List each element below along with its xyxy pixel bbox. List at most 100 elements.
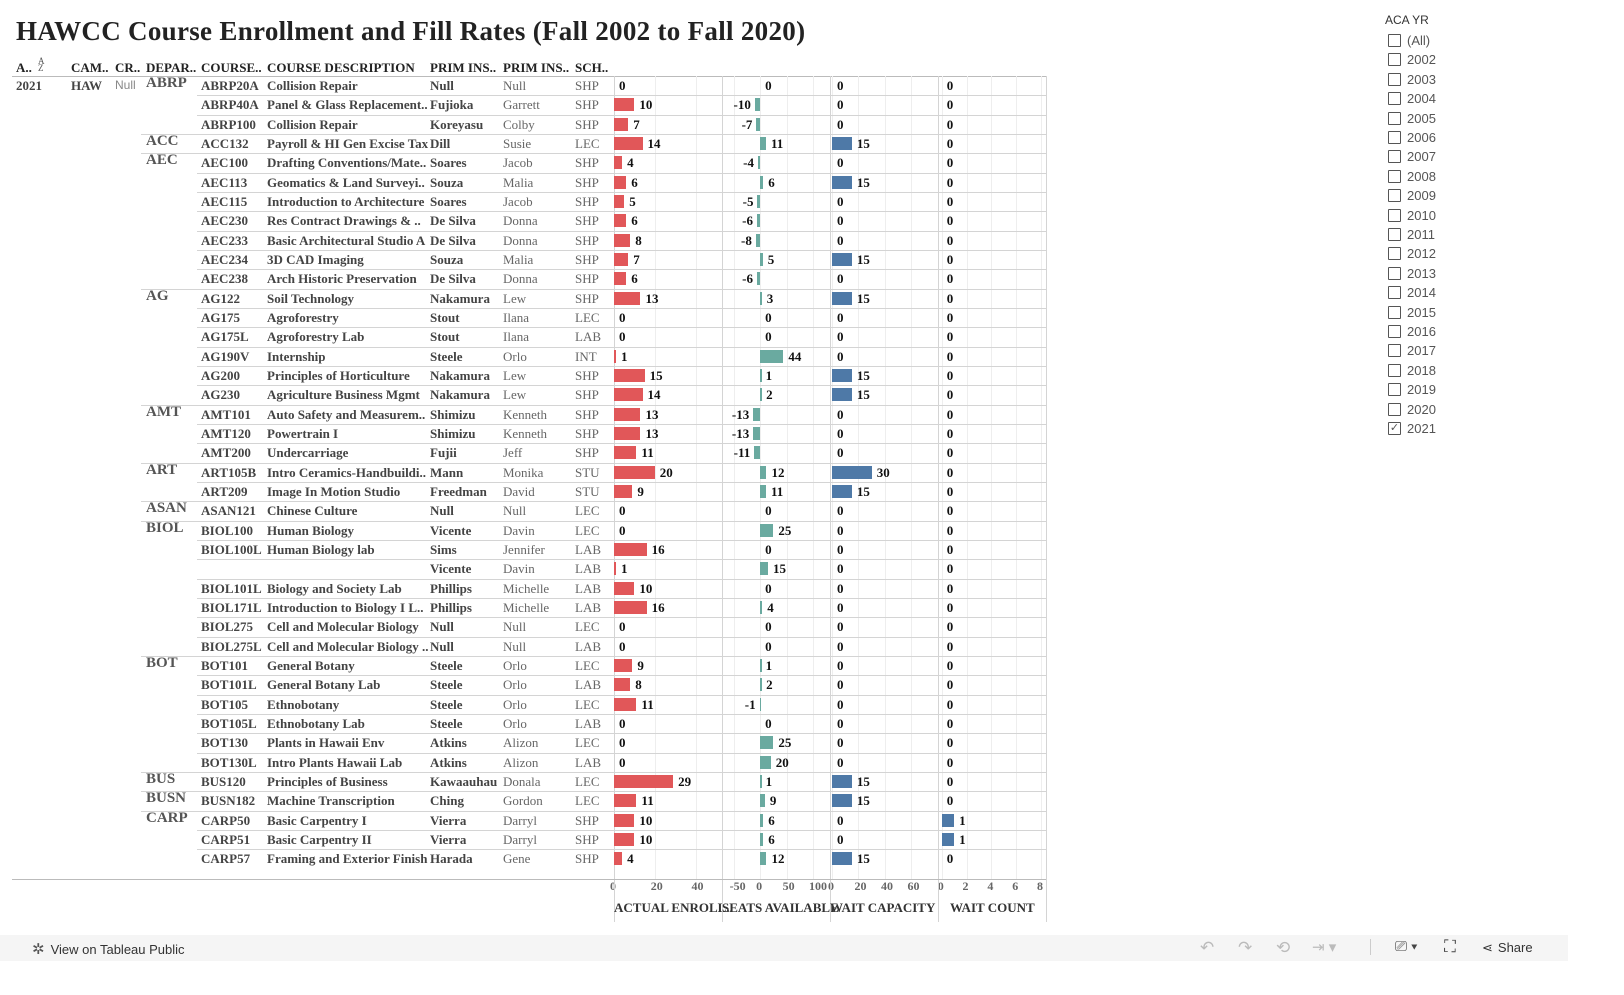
filter-option[interactable]: 2009 [1388,188,1436,203]
checkbox-icon[interactable] [1388,208,1401,222]
enroll-bar[interactable] [614,291,641,305]
seats-bar[interactable] [760,252,763,266]
seats-bar[interactable] [759,697,762,711]
wait_cap-bar[interactable] [831,794,852,808]
filter-option[interactable]: (All) [1388,33,1430,48]
undo-icon[interactable]: ↶ [1200,938,1215,957]
checkbox-icon[interactable] [1388,402,1401,416]
filter-option[interactable]: 2014 [1388,285,1436,300]
column-header[interactable]: PRIM INS.. [503,60,570,75]
seats-bar[interactable] [760,465,767,479]
enroll-bar[interactable] [614,774,674,788]
enroll-bar[interactable] [614,214,627,228]
column-header[interactable]: PRIM INS.. [430,60,497,75]
filter-option[interactable]: 2013 [1388,266,1436,281]
seats-bar[interactable] [756,272,761,286]
wait_cap-bar[interactable] [831,388,852,402]
enroll-bar[interactable] [614,678,631,692]
enroll-bar[interactable] [614,658,633,672]
seats-bar[interactable] [760,291,762,305]
filter-option[interactable]: ✓ 2021 [1388,421,1436,436]
seats-bar[interactable] [756,117,761,131]
seats-bar[interactable] [760,349,784,363]
filter-option[interactable]: 2002 [1388,52,1436,67]
checkbox-icon[interactable] [1388,383,1401,397]
enroll-bar[interactable] [614,832,635,846]
enroll-bar[interactable] [614,388,643,402]
checkbox-icon[interactable]: ✓ [1388,422,1401,435]
seats-bar[interactable] [756,214,761,228]
filter-option[interactable]: 2017 [1388,343,1436,358]
filter-option[interactable]: 2007 [1388,149,1436,164]
enroll-bar[interactable] [614,136,643,150]
enroll-bar[interactable] [614,794,637,808]
checkbox-icon[interactable] [1388,131,1401,144]
wait_count-bar[interactable] [941,832,955,846]
seats-bar[interactable] [760,368,762,382]
seats-bar[interactable] [760,755,771,769]
seats-bar[interactable] [760,794,765,808]
enroll-bar[interactable] [614,194,625,208]
filter-option[interactable]: 2012 [1388,246,1436,261]
filter-option[interactable]: 2010 [1388,208,1436,223]
enroll-bar[interactable] [614,484,633,498]
seats-bar[interactable] [758,156,761,170]
enroll-bar[interactable] [614,349,617,363]
enroll-bar[interactable] [614,368,645,382]
enroll-bar[interactable] [614,407,641,421]
wait_cap-bar[interactable] [831,368,852,382]
enroll-bar[interactable] [614,98,635,112]
filter-option[interactable]: 2016 [1388,324,1436,339]
seats-bar[interactable] [760,388,762,402]
enroll-bar[interactable] [614,272,627,286]
wait_cap-bar[interactable] [831,291,852,305]
checkbox-icon[interactable] [1388,344,1401,358]
checkbox-icon[interactable] [1388,169,1401,183]
filter-option[interactable]: 2020 [1388,402,1436,417]
enroll-bar[interactable] [614,426,641,440]
refresh-icon[interactable]: ⇥ ▾ [1312,939,1337,956]
seats-bar[interactable] [760,523,774,537]
filter-option[interactable]: 2015 [1388,305,1436,320]
enroll-bar[interactable] [614,600,647,614]
enroll-bar[interactable] [614,446,637,460]
enroll-bar[interactable] [614,252,629,266]
enroll-bar[interactable] [614,581,635,595]
filter-option[interactable]: 2011 [1388,227,1435,242]
seats-bar[interactable] [760,678,762,692]
checkbox-icon[interactable] [1388,111,1401,125]
enroll-bar[interactable] [614,156,623,170]
column-header[interactable]: SCH.. [575,60,609,75]
wait_cap-bar[interactable] [831,136,852,150]
column-header[interactable]: COURSE.. [201,60,262,75]
fullscreen-icon[interactable]: ⛶ [1444,937,1456,956]
seats-bar[interactable] [753,407,761,421]
checkbox-icon[interactable] [1388,53,1401,67]
checkbox-icon[interactable] [1388,92,1401,106]
checkbox-icon[interactable] [1388,363,1401,377]
seats-bar[interactable] [760,136,766,150]
filter-option[interactable]: 2003 [1388,72,1436,87]
enroll-bar[interactable] [614,542,647,556]
seats-bar[interactable] [760,600,763,614]
view-on-tableau-button[interactable]: ✲ View on Tableau Public [32,940,185,958]
wait_cap-bar[interactable] [831,852,852,866]
redo-icon[interactable]: ↷ [1238,938,1253,957]
seats-bar[interactable] [760,852,767,866]
column-header[interactable]: CAM.. [71,60,109,75]
download-icon[interactable]: ⎚ ▾ [1395,938,1418,955]
enroll-bar[interactable] [614,465,655,479]
seats-bar[interactable] [760,175,764,189]
seats-bar[interactable] [757,194,761,208]
seats-bar[interactable] [760,658,762,672]
checkbox-icon[interactable] [1388,305,1401,319]
filter-option[interactable]: 2019 [1388,382,1436,397]
checkbox-icon[interactable] [1388,34,1401,47]
filter-option[interactable]: 2008 [1388,169,1436,184]
seats-bar[interactable] [753,426,761,440]
seats-bar[interactable] [760,484,766,498]
seats-bar[interactable] [760,832,764,846]
seats-bar[interactable] [754,98,761,112]
seats-bar[interactable] [760,774,762,788]
